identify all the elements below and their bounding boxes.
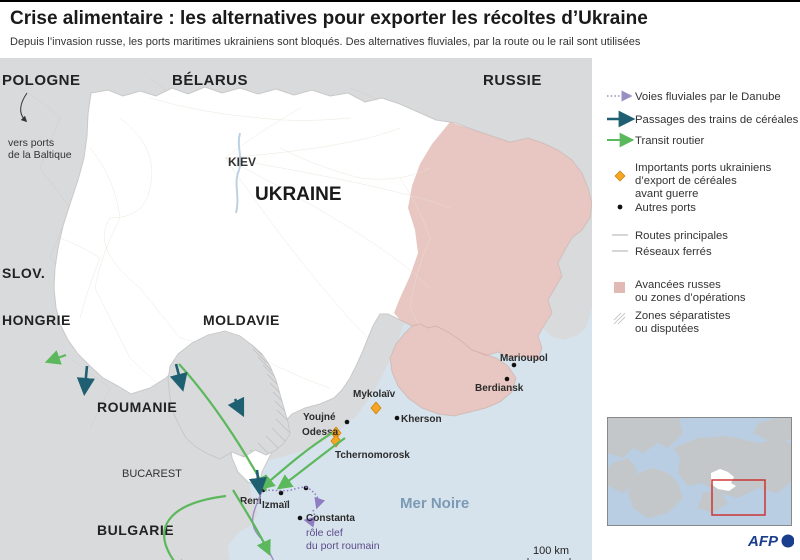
svg-text:Routes principales: Routes principales [635,230,728,242]
svg-text:rôle clef: rôle clef [306,527,343,539]
svg-text:Youjné: Youjné [303,412,336,423]
svg-text:du port roumain: du port roumain [306,540,380,552]
svg-text:POLOGNE: POLOGNE [2,72,81,89]
svg-text:Avancées russes: Avancées russes [635,279,721,291]
svg-text:Mykolaïv: Mykolaïv [353,389,396,400]
svg-text:Mer Noire: Mer Noire [400,495,469,512]
svg-text:KIEV: KIEV [228,155,256,169]
svg-text:100 km: 100 km [533,545,569,557]
svg-text:de la Baltique: de la Baltique [8,149,72,161]
svg-text:ROUMANIE: ROUMANIE [97,399,177,415]
svg-text:BÉLARUS: BÉLARUS [172,72,248,89]
svg-text:RUSSIE: RUSSIE [483,72,542,89]
svg-text:BULGARIE: BULGARIE [97,522,174,538]
svg-text:Berdiansk: Berdiansk [475,383,524,394]
svg-text:ou disputées: ou disputées [635,323,699,335]
svg-text:vers ports: vers ports [8,137,54,149]
svg-text:d’export de céréales: d’export de céréales [635,175,737,187]
svg-text:Transit routier: Transit routier [635,135,705,147]
svg-text:Voies fluviales par le Danube: Voies fluviales par le Danube [635,91,781,103]
svg-text:Passages des trains de céréale: Passages des trains de céréales [635,114,799,126]
svg-text:MOLDAVIE: MOLDAVIE [203,312,280,328]
svg-text:Odessa: Odessa [302,427,339,438]
svg-text:Kherson: Kherson [401,414,442,425]
svg-text:Zones séparatistes: Zones séparatistes [635,310,731,322]
svg-text:BUCAREST: BUCAREST [122,468,182,480]
svg-text:UKRAINE: UKRAINE [255,184,342,205]
svg-text:HONGRIE: HONGRIE [2,312,71,328]
svg-text:ou zones d’opérations: ou zones d’opérations [635,292,746,304]
svg-text:Importants ports ukrainiens: Importants ports ukrainiens [635,162,772,174]
svg-text:Autres ports: Autres ports [635,202,696,214]
svg-text:Izmaïl: Izmaïl [262,500,290,511]
svg-text:Constanta: Constanta [306,513,355,524]
svg-text:AFP: AFP [748,533,779,550]
svg-text:Tchernomorosk: Tchernomorosk [335,450,410,461]
svg-text:Marioupol: Marioupol [500,353,548,364]
svg-text:Réseaux ferrés: Réseaux ferrés [635,246,712,258]
svg-text:avant guerre: avant guerre [635,188,698,200]
svg-text:SLOV.: SLOV. [2,265,45,281]
